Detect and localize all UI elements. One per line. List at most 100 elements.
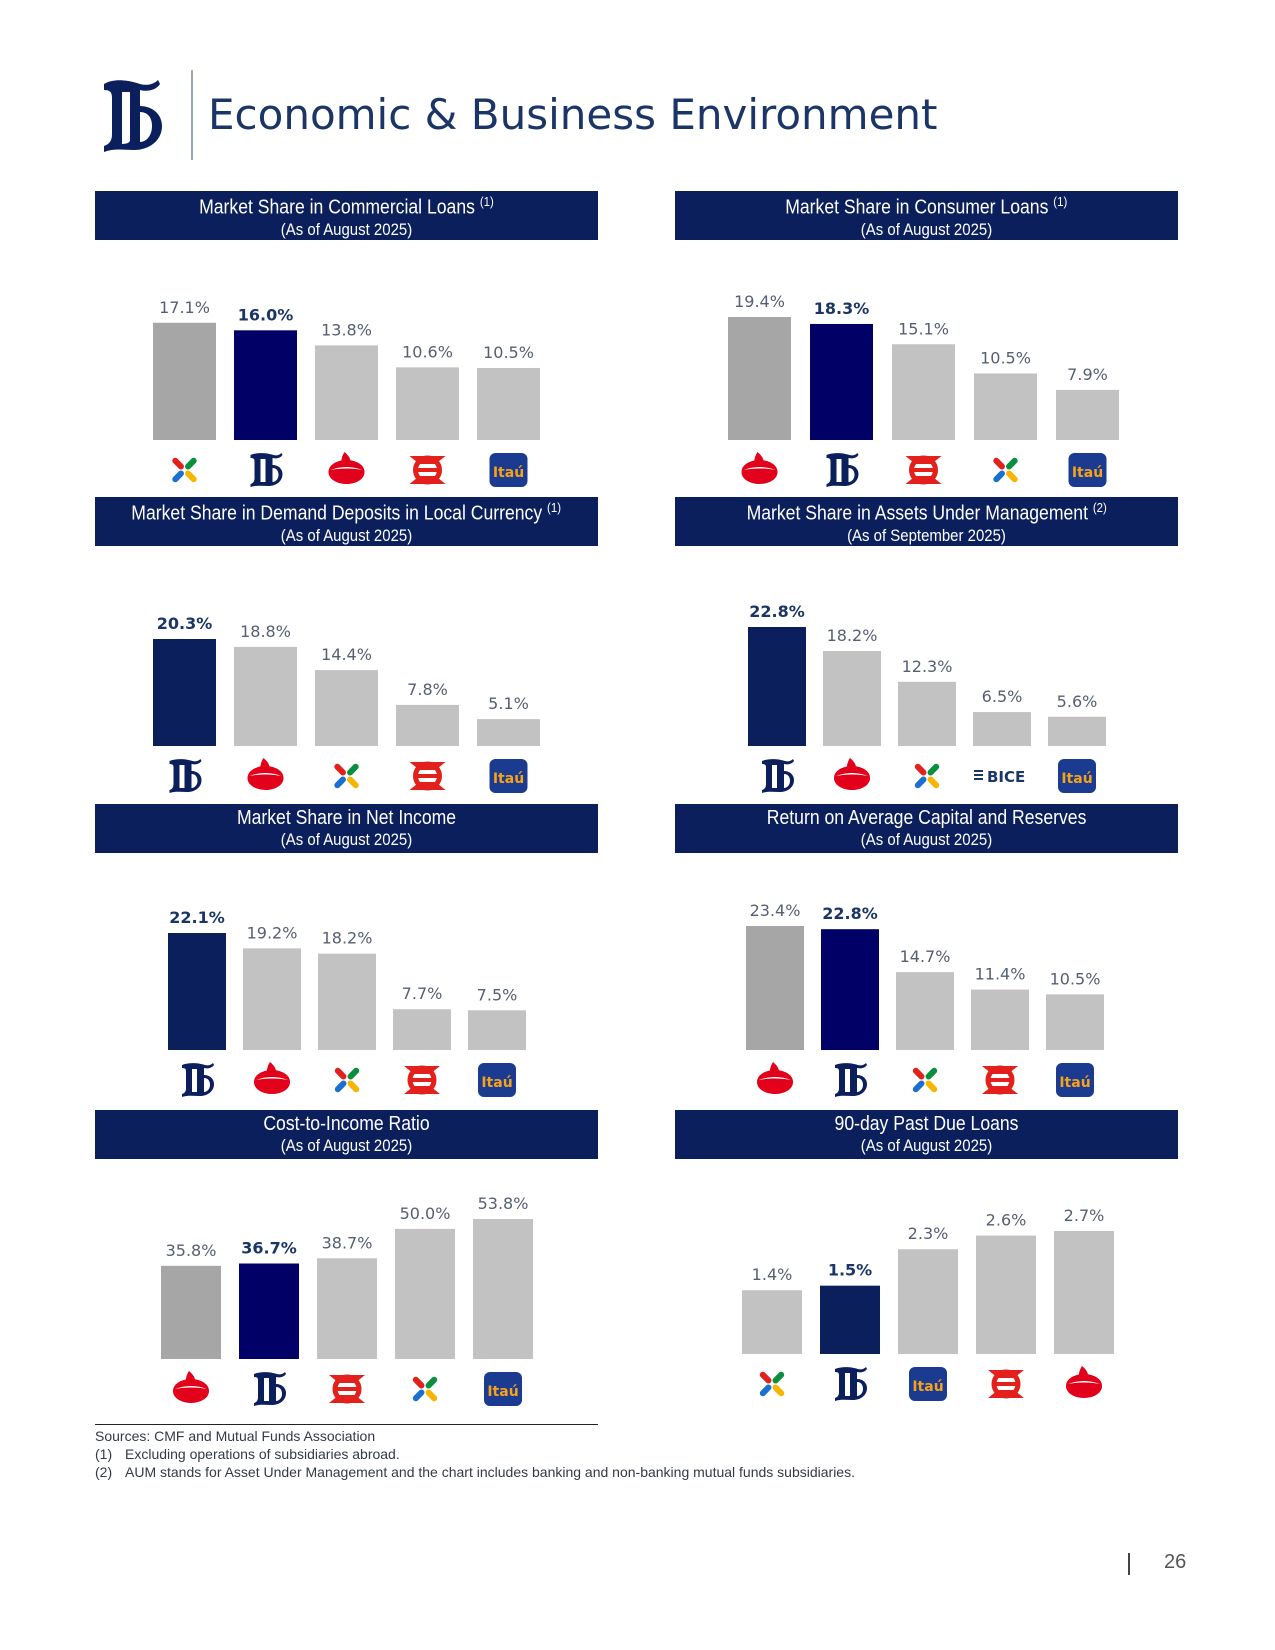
santander-logo	[247, 758, 284, 790]
banco-de-chile-logo	[762, 759, 794, 793]
bar	[477, 719, 540, 746]
banco-de-chile-logo	[104, 80, 162, 152]
data-label: 53.8%	[478, 1194, 529, 1213]
footer-notes: Sources: CMF and Mutual Funds Associatio…	[95, 1427, 925, 1481]
data-label: 38.7%	[322, 1233, 373, 1252]
data-label: 1.4%	[752, 1265, 793, 1284]
banco-de-chile-logo	[835, 1063, 867, 1097]
bci-logo	[993, 457, 1018, 483]
data-label: 11.4%	[975, 965, 1026, 984]
bar	[243, 948, 301, 1050]
banco-de-chile-logo	[169, 759, 202, 793]
data-label: 35.8%	[166, 1241, 217, 1260]
footer-sources: Sources: CMF and Mutual Funds Associatio…	[95, 1428, 376, 1444]
footer-note-text: AUM stands for Asset Under Management an…	[125, 1464, 855, 1480]
data-label: 18.3%	[814, 299, 870, 318]
bar	[821, 929, 879, 1050]
chart-title-text: Cost-to-Income Ratio	[263, 1113, 430, 1135]
bar	[393, 1009, 451, 1050]
page-header: Economic & Business Environment	[100, 70, 1000, 160]
santander-logo	[254, 1062, 290, 1094]
chart-header: Market Share in Net Income (As of August …	[95, 804, 598, 853]
bar	[473, 1219, 533, 1359]
data-label: 10.5%	[980, 348, 1031, 367]
chart-subtitle: (As of August 2025)	[280, 830, 413, 849]
chart-header: Market Share in Assets Under Management …	[675, 497, 1178, 546]
chart-header: 90-day Past Due Loans (As of August 2025)	[675, 1110, 1178, 1159]
bar	[395, 1228, 455, 1359]
data-label: 7.5%	[477, 985, 518, 1004]
chart-title-text: Market Share in Assets Under Management	[746, 502, 1088, 525]
banco-de-chile-logo	[182, 1063, 214, 1097]
bar	[318, 953, 376, 1050]
bar	[477, 368, 540, 440]
data-label: 18.2%	[322, 929, 373, 948]
chart-panel: Cost-to-Income Ratio (As of August 2025) 3…	[95, 1110, 598, 1408]
chart-title-text: Return on Average Capital and Reserves	[766, 807, 1087, 829]
chart-title: Market Share in Net Income	[237, 807, 456, 830]
bci-logo	[914, 763, 940, 789]
data-label: 20.3%	[157, 614, 213, 633]
scotiabank-logo	[329, 1374, 365, 1404]
data-label: 2.6%	[986, 1211, 1027, 1230]
chart-title-footnote: (1)	[547, 500, 562, 515]
chart-subtitle: (As of August 2025)	[280, 525, 413, 545]
data-label: 1.5%	[828, 1261, 872, 1280]
itau-logo: Itaú	[1056, 1063, 1094, 1097]
footer-divider	[95, 1424, 598, 1425]
santander-logo	[328, 452, 365, 484]
footer-note-number: (2)	[95, 1464, 113, 1480]
chart-panel: Return on Average Capital and Reserves (A…	[675, 804, 1178, 1102]
bci-logo	[334, 1067, 360, 1093]
bar	[315, 670, 378, 746]
chart-subtitle: (As of September 2025)	[847, 525, 1006, 545]
bar	[748, 627, 806, 746]
banco-de-chile-logo	[826, 453, 859, 487]
data-label: 10.6%	[402, 342, 453, 361]
itau-logo-text: Itaú	[493, 771, 524, 787]
bar	[971, 989, 1029, 1050]
itau-logo-text: Itaú	[481, 1075, 512, 1091]
data-label: 14.4%	[321, 645, 372, 664]
scotiabank-logo	[409, 455, 446, 485]
itau-logo-text: Itaú	[493, 465, 524, 481]
data-label: 18.2%	[827, 626, 878, 645]
bar	[1054, 1231, 1114, 1354]
santander-logo	[757, 1062, 793, 1094]
bar	[976, 1235, 1036, 1354]
data-label: 19.2%	[247, 923, 298, 942]
bci-logo	[334, 763, 359, 789]
footer-note: (1) Excluding operations of subsidiaries …	[95, 1445, 925, 1463]
data-label: 5.1%	[488, 694, 529, 713]
header-divider	[191, 70, 193, 160]
bar-chart: 1.4% 1.5% 2.3% Itaú 2.6% 2.7%	[742, 1206, 1114, 1401]
bar	[892, 344, 955, 440]
chart-title: Return on Average Capital and Reserves	[767, 807, 1087, 830]
chart-header: Market Share in Commercial Loans (1) (As …	[95, 191, 598, 240]
footer-note-number: (1)	[95, 1446, 113, 1462]
scotiabank-logo	[409, 761, 446, 791]
chart-title-text: Market Share in Commercial Loans	[199, 196, 475, 219]
data-label: 15.1%	[898, 319, 949, 338]
chart-title: Market Share in Demand Deposits in Local…	[132, 500, 562, 526]
bar-chart: 23.4% 22.8% 14.7% 11.4% 10.5% Itaú	[746, 901, 1104, 1097]
bar	[974, 373, 1037, 440]
bar	[153, 322, 216, 440]
bar-chart: 22.8% 18.2% 12.3% 6.5% BICE 5.6% Itaú	[748, 602, 1106, 793]
data-label: 10.5%	[1050, 969, 1101, 988]
itau-logo-text: Itaú	[1061, 771, 1092, 787]
chart-panel: Market Share in Consumer Loans (1) (As of…	[675, 191, 1178, 489]
chart-subtitle: (As of August 2025)	[280, 1136, 413, 1155]
data-label: 17.1%	[159, 298, 210, 317]
bar	[161, 1265, 221, 1359]
bar	[742, 1290, 802, 1354]
chart-header: Return on Average Capital and Reserves (A…	[675, 804, 1178, 853]
bar	[746, 926, 804, 1050]
itau-logo: Itaú	[489, 759, 528, 793]
bice-logo: BICE	[974, 768, 1025, 786]
data-label: 36.7%	[241, 1238, 297, 1257]
chart-title-text: Market Share in Demand Deposits in Local…	[131, 502, 543, 525]
chart-title: 90-day Past Due Loans	[835, 1113, 1019, 1136]
chart-subtitle: (As of August 2025)	[860, 219, 993, 239]
chart-title-text: Market Share in Net Income	[236, 807, 457, 829]
